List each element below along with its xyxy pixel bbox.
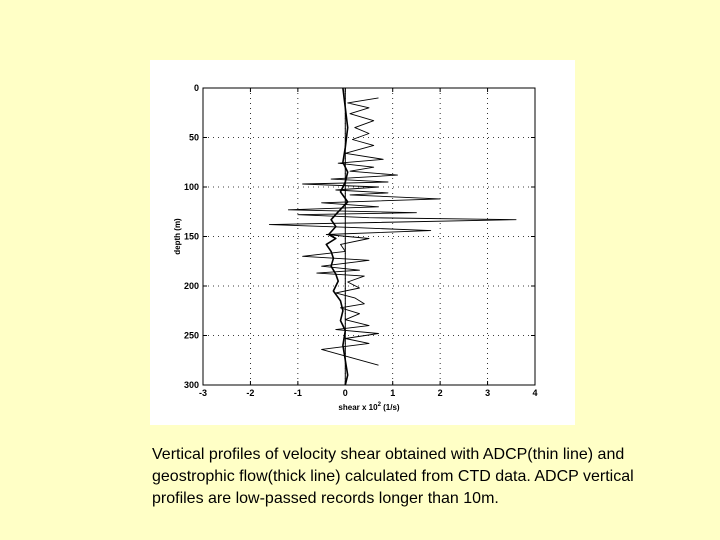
series-line-adcp — [268, 97, 517, 366]
y-tick-label: 150 — [184, 232, 199, 242]
x-axis-label-superscript: 2 — [378, 402, 382, 408]
plot-frame — [202, 87, 536, 386]
y-tick-label: 300 — [184, 380, 199, 390]
grid-layer — [203, 88, 535, 385]
y-tick-label: 0 — [194, 83, 199, 93]
y-tick-label: 200 — [184, 281, 199, 291]
series-line-geostrophic — [325, 87, 349, 386]
figure-panel: -3 -2 -1 0 1 2 3 4 0 50 100 150 200 250 300 shear x 10… — [150, 60, 575, 425]
y-tick-label: 50 — [189, 133, 199, 143]
x-tick-label: 0 — [343, 388, 348, 398]
ticks-layer: -3 -2 -1 0 1 2 3 4 0 50 100 150 200 250 300 — [184, 83, 538, 398]
series-layer — [268, 87, 517, 386]
x-axis-label-main: shear x 10 — [338, 403, 378, 412]
axes-layer — [202, 87, 536, 386]
y-axis-label: depth (m) — [173, 218, 182, 255]
x-axis-label-units: (1/s) — [381, 403, 400, 412]
shear-depth-chart: -3 -2 -1 0 1 2 3 4 0 50 100 150 200 250 300 shear x 10… — [173, 83, 538, 412]
x-tick-label: -2 — [246, 388, 254, 398]
y-tick-label: 100 — [184, 182, 199, 192]
x-tick-label: 4 — [532, 388, 537, 398]
x-tick-label: 2 — [438, 388, 443, 398]
x-axis-label: shear x 102 (1/s) — [338, 402, 399, 412]
x-tick-label: 3 — [485, 388, 490, 398]
x-tick-label: -3 — [199, 388, 207, 398]
x-tick-label: -1 — [294, 388, 302, 398]
x-tick-label: 1 — [390, 388, 395, 398]
figure-caption: Vertical profiles of velocity shear obta… — [152, 446, 634, 507]
y-tick-label: 250 — [184, 331, 199, 341]
